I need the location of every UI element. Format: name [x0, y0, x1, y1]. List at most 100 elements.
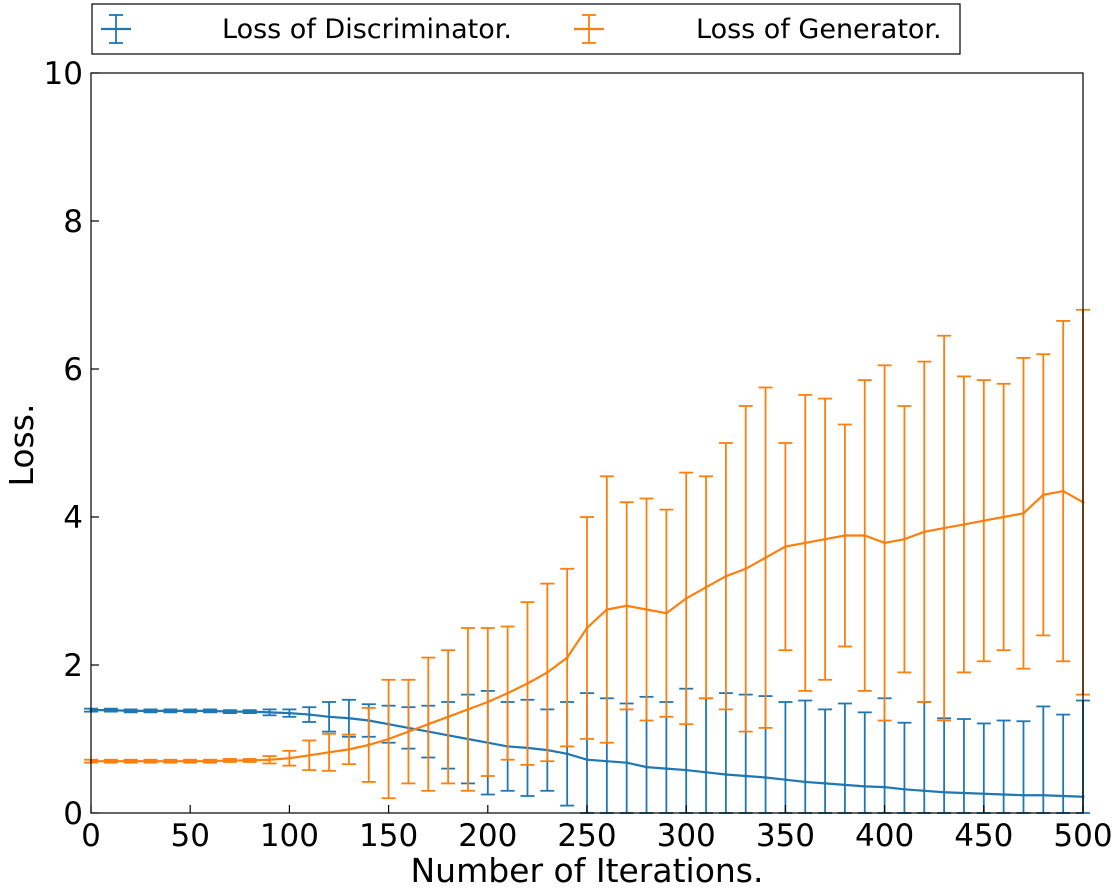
- data-point: [327, 750, 331, 754]
- data-point: [942, 790, 946, 794]
- x-tick-label: 300: [657, 818, 716, 854]
- data-point: [783, 545, 787, 549]
- y-axis-title: Loss.: [2, 404, 41, 487]
- data-point: [922, 789, 926, 793]
- data-point: [446, 715, 450, 719]
- x-tick-label: 50: [170, 818, 209, 854]
- data-point: [486, 700, 490, 704]
- data-point: [645, 765, 649, 769]
- data-point: [268, 758, 272, 762]
- data-point: [565, 752, 569, 756]
- data-point: [823, 537, 827, 541]
- data-point: [902, 787, 906, 791]
- error-bar: [699, 697, 714, 814]
- data-point: [1061, 489, 1065, 493]
- data-point: [1021, 511, 1025, 515]
- data-point: [764, 775, 768, 779]
- series-layer: [84, 308, 1090, 814]
- data-point: [347, 747, 351, 751]
- x-tick-label: 450: [954, 818, 1013, 854]
- data-point: [109, 759, 113, 763]
- data-point: [625, 604, 629, 608]
- data-point: [307, 713, 311, 717]
- data-point: [803, 780, 807, 784]
- error-bar: [956, 718, 971, 814]
- error-bar: [937, 717, 952, 814]
- error-bar: [798, 699, 813, 814]
- y-tick-label: 8: [63, 204, 83, 240]
- data-point: [783, 778, 787, 782]
- data-point: [863, 784, 867, 788]
- data-point: [764, 556, 768, 560]
- y-tick-label: 2: [63, 648, 83, 684]
- data-point: [208, 759, 212, 763]
- data-point: [902, 537, 906, 541]
- data-point: [307, 753, 311, 757]
- y-tick-label: 6: [63, 352, 83, 388]
- data-point: [287, 756, 291, 760]
- data-point: [605, 759, 609, 763]
- data-point: [168, 709, 172, 713]
- data-point: [645, 608, 649, 611]
- data-point: [268, 710, 272, 714]
- data-point: [1041, 493, 1045, 497]
- error-bar: [976, 722, 991, 814]
- data-point: [466, 707, 470, 711]
- data-point: [1041, 793, 1045, 797]
- error-bar: [857, 711, 872, 814]
- data-point: [287, 711, 291, 715]
- x-tick-label: 100: [260, 818, 319, 854]
- data-point: [843, 534, 847, 537]
- data-point: [208, 709, 212, 713]
- data-point: [228, 710, 232, 714]
- data-point: [664, 611, 668, 615]
- x-tick-label: 200: [458, 818, 517, 854]
- data-point: [883, 785, 887, 789]
- error-bar: [718, 692, 733, 814]
- data-point: [585, 626, 589, 630]
- error-bar: [1036, 705, 1051, 814]
- y-tick-label: 0: [63, 796, 83, 832]
- data-point: [744, 774, 748, 778]
- axes-layer: 0 50 100 150 200 250 300 350 400 450 500 0 2 4 6 8 10: [44, 56, 1113, 854]
- legend-marker-discriminator: [101, 14, 131, 44]
- data-point: [724, 574, 728, 578]
- data-point: [962, 791, 966, 795]
- y-tick-label: 4: [63, 500, 83, 536]
- data-point: [744, 567, 748, 571]
- error-bar: [837, 702, 852, 814]
- data-point: [387, 737, 391, 741]
- data-point: [129, 709, 133, 713]
- legend: Loss of Discriminator. Loss of Generator…: [91, 3, 961, 55]
- error-bar: [659, 701, 674, 814]
- data-point: [823, 781, 827, 785]
- y-tick-label: 10: [44, 56, 83, 92]
- data-point: [803, 541, 807, 545]
- data-point: [565, 656, 569, 660]
- data-point: [1002, 515, 1006, 519]
- x-tick-label: 500: [1053, 818, 1112, 854]
- data-point: [506, 691, 510, 695]
- data-point: [1061, 794, 1065, 798]
- error-bar: [917, 701, 932, 814]
- data-point: [863, 534, 867, 537]
- data-point: [942, 526, 946, 530]
- data-point: [188, 709, 192, 713]
- data-point: [1021, 793, 1025, 797]
- data-point: [585, 758, 589, 762]
- legend-label-discriminator: Loss of Discriminator.: [222, 14, 512, 45]
- data-point: [367, 743, 371, 747]
- data-point: [962, 522, 966, 526]
- data-point: [426, 722, 430, 726]
- series-generator: [84, 308, 1090, 800]
- error-bar: [818, 708, 833, 814]
- data-point: [982, 792, 986, 796]
- data-point: [188, 759, 192, 763]
- data-point: [843, 783, 847, 787]
- x-tick-label: 0: [81, 818, 101, 854]
- data-point: [525, 682, 529, 685]
- data-point: [684, 596, 688, 600]
- data-point: [982, 519, 986, 523]
- data-point: [724, 773, 728, 777]
